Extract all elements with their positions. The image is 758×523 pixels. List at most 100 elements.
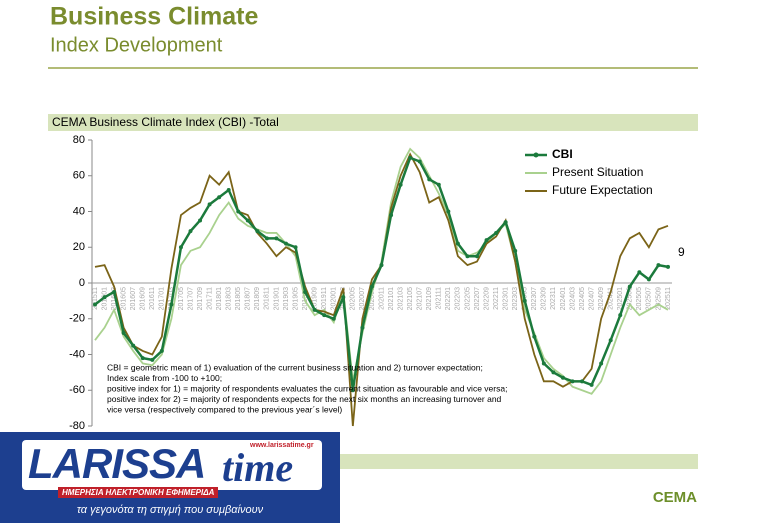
x-tick-label: 202009 xyxy=(369,287,376,310)
x-tick-label: 201711 xyxy=(206,287,213,310)
point xyxy=(560,375,565,380)
point xyxy=(274,236,279,241)
point xyxy=(417,159,422,164)
x-tick-label: 202205 xyxy=(464,287,471,310)
point xyxy=(532,334,537,339)
note-line: CBI = geometric mean of 1) evaluation of… xyxy=(107,362,483,372)
y-tick-label: 60 xyxy=(73,170,85,182)
y-tick-label: -20 xyxy=(69,313,85,325)
x-tick-label: 202303 xyxy=(512,287,519,310)
note-line: Index scale from -100 to +100; xyxy=(107,373,222,383)
x-tick-label: 201909 xyxy=(311,287,318,310)
point xyxy=(169,302,174,307)
x-tick-label: 201903 xyxy=(283,287,290,310)
point xyxy=(255,229,260,234)
point xyxy=(217,195,222,200)
y-tick-label: -80 xyxy=(69,420,85,432)
x-tick-label: 201607 xyxy=(130,287,137,310)
point xyxy=(484,238,489,243)
x-tick-label: 202401 xyxy=(560,287,567,310)
point xyxy=(618,313,623,318)
watermark-slogan: τα γεγονότα τη στιγμή που συμβαίνουν xyxy=(76,504,264,516)
chart-header-band xyxy=(48,114,698,131)
x-tick-label: 202209 xyxy=(483,287,490,310)
x-tick-label: 201905 xyxy=(292,287,299,310)
x-tick-label: 202309 xyxy=(541,287,548,310)
x-tick-label: 202509 xyxy=(655,287,662,310)
point xyxy=(131,343,136,348)
x-tick-label: 202011 xyxy=(378,287,385,310)
end-label: 9 xyxy=(678,245,685,259)
x-tick-label: 202411 xyxy=(608,287,615,310)
note-line: vice versa (respectively compared to the… xyxy=(107,404,342,414)
plot: -80-60-40-200204060802015112016012016032… xyxy=(69,134,685,432)
x-tick-label: 202105 xyxy=(407,287,414,310)
point xyxy=(303,289,308,294)
x-tick-label: 202403 xyxy=(569,287,576,310)
y-tick-label: -40 xyxy=(69,348,85,360)
x-tick-label: 201609 xyxy=(140,287,147,310)
point xyxy=(666,264,670,269)
watermark-name1: LARISSA xyxy=(28,440,206,487)
point xyxy=(446,209,451,214)
point xyxy=(379,263,384,268)
point xyxy=(331,316,336,321)
point xyxy=(121,331,126,336)
point xyxy=(570,379,575,384)
legend-label: Present Situation xyxy=(552,165,643,179)
point xyxy=(188,229,193,234)
point xyxy=(140,356,145,361)
y-tick-label: 40 xyxy=(73,205,85,217)
watermark-logo-box xyxy=(22,440,322,490)
point xyxy=(389,213,394,218)
watermark-name2: time xyxy=(222,445,294,490)
x-tick-label: 201705 xyxy=(178,287,185,310)
x-tick-label: 202207 xyxy=(474,287,481,310)
point xyxy=(236,209,241,214)
point xyxy=(627,284,632,289)
x-tick-label: 202005 xyxy=(350,287,357,310)
legend-marker xyxy=(533,152,539,158)
x-tick-label: 201809 xyxy=(254,287,261,310)
point xyxy=(656,263,661,268)
point xyxy=(503,220,508,225)
watermark-url: www.larissatime.gr xyxy=(250,442,314,449)
y-tick-label: 80 xyxy=(73,134,85,146)
point xyxy=(312,307,317,312)
point xyxy=(599,361,604,366)
point xyxy=(350,388,355,393)
x-tick-label: 201805 xyxy=(235,287,242,310)
point xyxy=(360,325,365,330)
x-tick-label: 201707 xyxy=(187,287,194,310)
chart-title: CEMA Business Climate Index (CBI) -Total xyxy=(52,115,279,129)
legend-label: CBI xyxy=(552,147,573,161)
x-tick-label: 201709 xyxy=(197,287,204,310)
x-tick-label: 202201 xyxy=(445,287,452,310)
point xyxy=(475,254,479,259)
point xyxy=(427,177,432,182)
y-tick-label: 20 xyxy=(73,241,85,253)
x-tick-label: 202301 xyxy=(502,287,509,310)
point xyxy=(207,202,212,207)
x-tick-label: 201701 xyxy=(159,287,166,310)
x-tick-label: 202103 xyxy=(397,287,404,310)
point xyxy=(455,241,460,246)
y-tick-label: -60 xyxy=(69,384,85,396)
point xyxy=(408,155,413,160)
point xyxy=(541,361,546,366)
point xyxy=(580,379,585,384)
point xyxy=(293,245,298,250)
point xyxy=(513,248,518,253)
x-tick-label: 202501 xyxy=(617,287,624,310)
x-tick-label: 201911 xyxy=(321,287,328,310)
x-tick-label: 201801 xyxy=(216,287,223,310)
legend-label: Future Expectation xyxy=(552,183,653,197)
point xyxy=(102,295,107,300)
x-tick-label: 202407 xyxy=(588,287,595,310)
x-tick-label: 202505 xyxy=(636,287,643,310)
point xyxy=(226,188,231,193)
logo-text: CEMA xyxy=(653,489,697,506)
point xyxy=(494,230,499,235)
x-tick-label: 202107 xyxy=(417,287,424,310)
